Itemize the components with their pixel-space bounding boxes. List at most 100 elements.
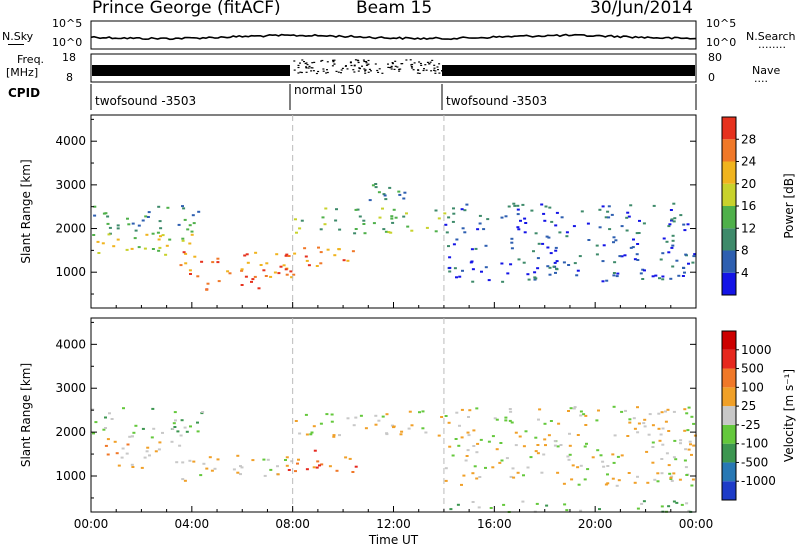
freq-dot [365, 62, 368, 64]
echo-cell [316, 460, 320, 463]
freq-dot [434, 72, 437, 74]
echo-cell [596, 449, 600, 452]
echo-cell [216, 458, 220, 461]
echo-cell [330, 420, 334, 423]
echo-cell [159, 235, 162, 238]
freq-dot [344, 65, 347, 67]
noise-panel-frame [90, 20, 697, 50]
echo-cell [548, 273, 552, 276]
echo-cell [670, 246, 674, 249]
echo-cell [673, 217, 677, 220]
echo-cell [651, 275, 655, 278]
freq-dot [387, 66, 390, 68]
echo-cell [197, 210, 201, 213]
y-axis-label: Slant Range [km] [19, 363, 33, 467]
freq-dot [437, 69, 439, 71]
echo-cell [579, 414, 583, 417]
echo-cell [275, 253, 279, 256]
freq-dot [410, 66, 413, 68]
echo-cell [570, 478, 574, 481]
echo-cell [285, 253, 289, 256]
freq-panel [90, 53, 697, 83]
echo-cell [660, 458, 664, 460]
echo-cell [669, 476, 673, 479]
echo-cell [304, 413, 308, 416]
echo-cell [146, 446, 150, 449]
echo-cell [384, 198, 388, 201]
plot-frame [90, 317, 697, 513]
echo-cell [572, 407, 576, 410]
freq-dot [391, 62, 394, 64]
echo-cell [635, 253, 639, 256]
echo-cell [447, 421, 451, 424]
echo-cell [287, 469, 291, 471]
echo-cell [319, 262, 323, 265]
freq-dot [320, 60, 323, 62]
echo-cell [236, 471, 240, 474]
echo-cell [690, 484, 694, 487]
echo-cell [362, 223, 366, 225]
echo-cell [110, 418, 114, 420]
echo-cell [444, 479, 448, 482]
echo-cell [448, 445, 452, 448]
echo-cell [202, 462, 206, 465]
echo-cell [523, 217, 527, 220]
freq-dot [387, 63, 389, 65]
echo-cell [526, 466, 530, 469]
echo-cell [493, 417, 497, 420]
freq-dot [340, 69, 343, 71]
echo-cell [625, 229, 629, 232]
echo-cell [158, 246, 162, 249]
echo-cell [522, 445, 526, 448]
echo-cell [595, 419, 599, 422]
echo-cell [482, 228, 486, 231]
freq-dot [293, 69, 296, 71]
echo-cell [358, 215, 362, 218]
freq-dot [306, 64, 309, 66]
echo-cell [502, 503, 506, 506]
echo-cell [460, 436, 464, 439]
echo-cell [244, 275, 248, 278]
echo-cell [659, 433, 663, 436]
echo-cell [547, 236, 551, 239]
echo-cell [664, 420, 668, 423]
echo-cell [616, 455, 620, 458]
echo-cell [684, 253, 688, 256]
echo-cell [610, 213, 614, 216]
echo-cell [470, 260, 474, 263]
echo-cell [125, 248, 129, 251]
echo-cell [444, 467, 448, 470]
colorbar-segment [722, 368, 736, 388]
echo-cell [319, 422, 323, 425]
echo-cell [661, 252, 665, 255]
echo-cell [667, 430, 671, 432]
echo-cell [471, 280, 475, 283]
cpid-segment-2: normal 150 [294, 83, 363, 97]
freq-dot [307, 67, 310, 69]
freq-dot [364, 70, 366, 72]
echo-cell [240, 284, 244, 286]
echo-cell [382, 228, 386, 231]
echo-cell [656, 480, 660, 483]
echo-cell [471, 501, 475, 503]
echo-cell [672, 500, 676, 503]
colorbar-segment [722, 228, 736, 251]
echo-cell [546, 265, 550, 268]
echo-cell [519, 219, 522, 222]
echo-cell [166, 206, 170, 209]
echo-cell [447, 216, 451, 219]
echo-cell [508, 419, 512, 422]
x-tick-label: 12:00 [376, 517, 411, 531]
echo-cell [192, 460, 196, 463]
freq-dot [353, 71, 356, 73]
echo-cell [579, 464, 583, 467]
echo-cell [408, 410, 412, 413]
echo-cell [604, 216, 608, 219]
echo-cell [325, 413, 329, 416]
freq-dot [357, 61, 360, 64]
echo-cell [475, 477, 479, 480]
noise-right-tick-bottom: 10^0 [706, 36, 737, 49]
echo-cell [537, 418, 540, 421]
echo-cell [402, 215, 406, 218]
echo-cell [491, 466, 495, 469]
